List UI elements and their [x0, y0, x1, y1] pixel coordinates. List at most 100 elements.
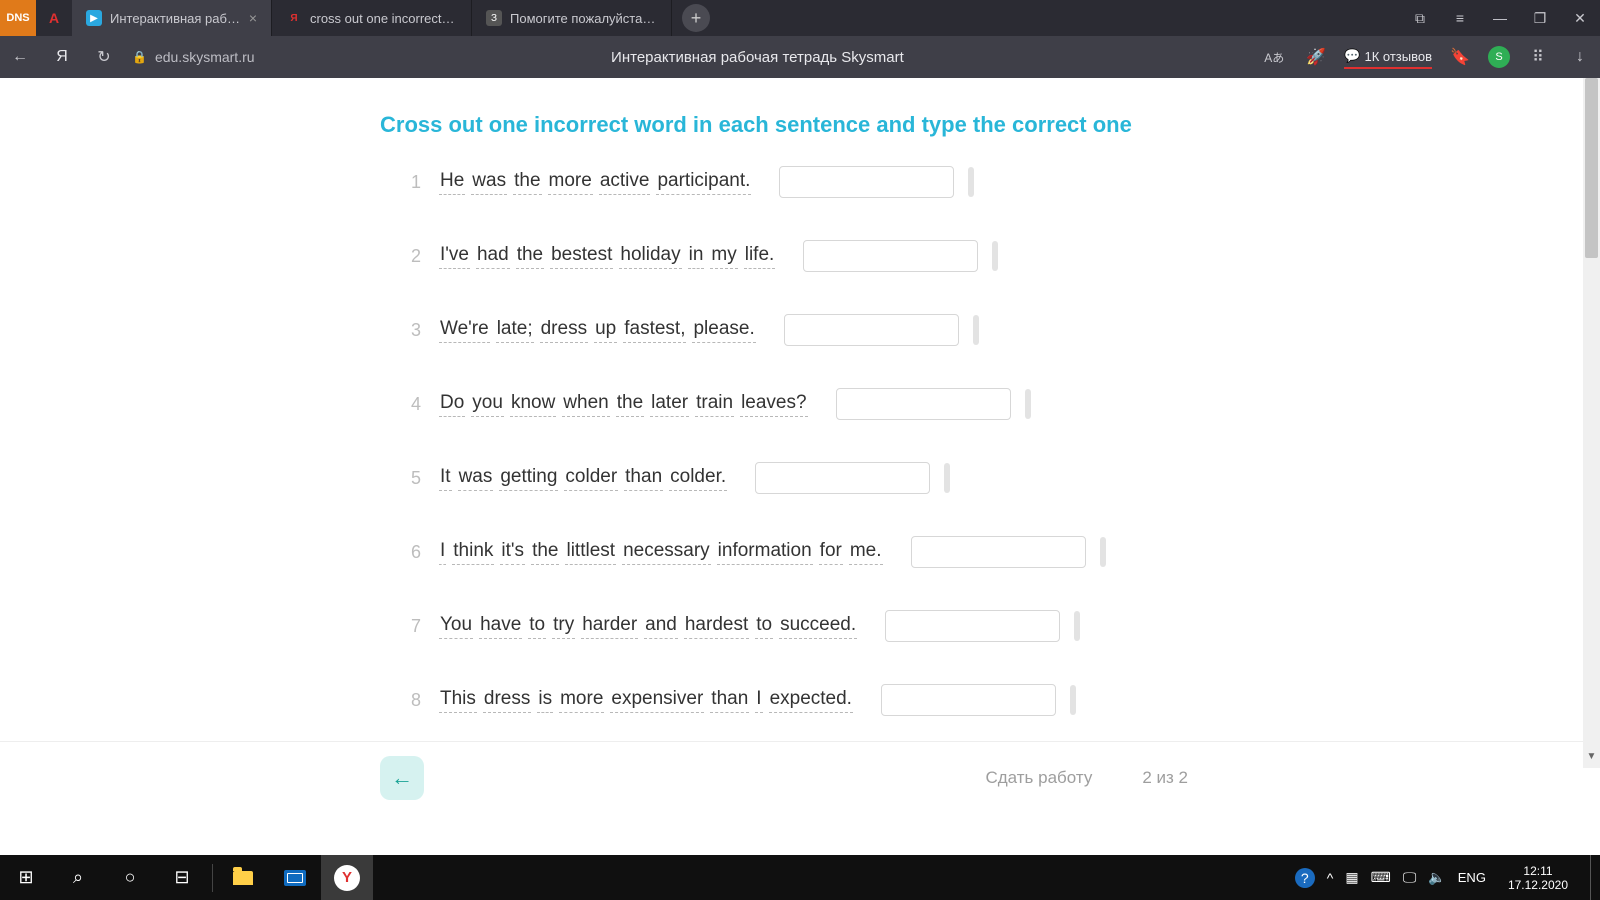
word-token[interactable]: than	[624, 466, 663, 491]
word-token[interactable]: up	[594, 318, 617, 343]
nav-home-icon[interactable]: Я	[48, 48, 76, 66]
check-handle[interactable]	[944, 463, 950, 493]
taskview-icon[interactable]: ⊟	[156, 855, 208, 900]
word-token[interactable]: more	[548, 170, 593, 195]
tray-overflow-icon[interactable]: ^	[1327, 870, 1334, 886]
word-token[interactable]: leaves?	[740, 392, 808, 417]
input-icon[interactable]: ⌨	[1371, 869, 1391, 886]
word-token[interactable]: succeed.	[779, 614, 857, 639]
word-token[interactable]: dress	[483, 688, 531, 713]
word-token[interactable]: fastest,	[623, 318, 686, 343]
word-token[interactable]: We're	[439, 318, 490, 343]
word-token[interactable]: for	[819, 540, 843, 565]
submit-work-button[interactable]: Сдать работу	[985, 768, 1092, 788]
battery-icon[interactable]: ▦	[1345, 869, 1358, 886]
tab-skysmart[interactable]: ▶ Интерактивная рабоча ×	[72, 0, 272, 36]
bookmark-icon[interactable]: 🔖	[1446, 47, 1474, 67]
taskbar-mail[interactable]	[269, 855, 321, 900]
downloads-icon[interactable]: ↓	[1566, 48, 1594, 66]
taskbar-yandex-browser[interactable]: Y	[321, 855, 373, 900]
protect-shield-icon[interactable]: S	[1488, 46, 1510, 68]
taskbar-explorer[interactable]	[217, 855, 269, 900]
check-handle[interactable]	[973, 315, 979, 345]
show-desktop-button[interactable]	[1590, 855, 1596, 900]
word-token[interactable]: than	[710, 688, 749, 713]
word-token[interactable]: life.	[744, 244, 776, 269]
word-token[interactable]: when	[562, 392, 609, 417]
word-token[interactable]: it's	[500, 540, 525, 565]
answer-input[interactable]	[779, 166, 954, 198]
reviews-badge[interactable]: 💬 1К отзывов	[1344, 48, 1432, 69]
word-token[interactable]: try	[552, 614, 575, 639]
word-token[interactable]: the	[513, 170, 541, 195]
translate-icon[interactable]: Aあ	[1260, 49, 1288, 66]
word-token[interactable]: necessary	[622, 540, 711, 565]
close-tab-icon[interactable]: ×	[249, 10, 257, 26]
answer-input[interactable]	[881, 684, 1056, 716]
check-handle[interactable]	[1025, 389, 1031, 419]
extensions-icon[interactable]: ⠿	[1524, 47, 1552, 67]
cortana-icon[interactable]: ○	[104, 855, 156, 900]
pinned-tab-a[interactable]: А	[36, 0, 72, 36]
word-token[interactable]: getting	[499, 466, 558, 491]
window-maximize[interactable]: ❐	[1520, 0, 1560, 36]
language-indicator[interactable]: ENG	[1458, 870, 1486, 885]
volume-icon[interactable]: 🔈	[1428, 869, 1445, 886]
word-token[interactable]: colder	[564, 466, 618, 491]
word-token[interactable]: information	[717, 540, 813, 565]
vertical-scrollbar[interactable]: ▲ ▼	[1583, 78, 1600, 768]
check-handle[interactable]	[968, 167, 974, 197]
help-tray-icon[interactable]: ?	[1295, 868, 1315, 888]
nav-back-icon[interactable]: ←	[6, 48, 34, 66]
scrollbar-thumb[interactable]	[1585, 78, 1598, 258]
word-token[interactable]: more	[559, 688, 604, 713]
tabs-overview-icon[interactable]: ⧉	[1400, 0, 1440, 36]
word-token[interactable]: This	[439, 688, 477, 713]
word-token[interactable]: I	[755, 688, 762, 713]
word-token[interactable]: please.	[692, 318, 755, 343]
word-token[interactable]: to	[755, 614, 773, 639]
browser-menu-icon[interactable]: ≡	[1440, 0, 1480, 36]
word-token[interactable]: was	[458, 466, 494, 491]
word-token[interactable]: expected.	[769, 688, 853, 713]
word-token[interactable]: to	[528, 614, 546, 639]
start-button[interactable]: ⊞	[0, 855, 52, 900]
word-token[interactable]: You	[439, 614, 473, 639]
window-minimize[interactable]: —	[1480, 0, 1520, 36]
pinned-tab-dns[interactable]: DNS	[0, 0, 36, 36]
answer-input[interactable]	[784, 314, 959, 346]
word-token[interactable]: the	[516, 244, 544, 269]
answer-input[interactable]	[803, 240, 978, 272]
tab-yandex-search[interactable]: Я cross out one incorrect wo	[272, 0, 472, 36]
word-token[interactable]: the	[616, 392, 644, 417]
word-token[interactable]: have	[479, 614, 522, 639]
word-token[interactable]: Do	[439, 392, 465, 417]
word-token[interactable]: is	[537, 688, 553, 713]
word-token[interactable]: late;	[496, 318, 534, 343]
word-token[interactable]: the	[531, 540, 559, 565]
answer-input[interactable]	[911, 536, 1086, 568]
word-token[interactable]: participant.	[656, 170, 751, 195]
word-token[interactable]: I	[439, 540, 446, 565]
word-token[interactable]: you	[471, 392, 504, 417]
word-token[interactable]: and	[644, 614, 678, 639]
taskbar-search-icon[interactable]: ⌕	[52, 855, 104, 900]
nav-reload-icon[interactable]: ↻	[90, 47, 118, 67]
word-token[interactable]: colder.	[669, 466, 727, 491]
word-token[interactable]: my	[710, 244, 737, 269]
word-token[interactable]: littlest	[565, 540, 616, 565]
word-token[interactable]: It	[439, 466, 452, 491]
word-token[interactable]: was	[471, 170, 507, 195]
word-token[interactable]: I've	[439, 244, 470, 269]
word-token[interactable]: bestest	[550, 244, 613, 269]
url-display[interactable]: 🔒 edu.skysmart.ru	[132, 49, 255, 65]
word-token[interactable]: harder	[581, 614, 638, 639]
word-token[interactable]: expensiver	[610, 688, 704, 713]
word-token[interactable]: train	[695, 392, 734, 417]
answer-input[interactable]	[885, 610, 1060, 642]
word-token[interactable]: active	[599, 170, 651, 195]
display-icon[interactable]: 🖵	[1403, 869, 1417, 886]
taskbar-clock[interactable]: 12:11 17.12.2020	[1498, 864, 1578, 892]
word-token[interactable]: me.	[849, 540, 883, 565]
window-close[interactable]: ✕	[1560, 0, 1600, 36]
